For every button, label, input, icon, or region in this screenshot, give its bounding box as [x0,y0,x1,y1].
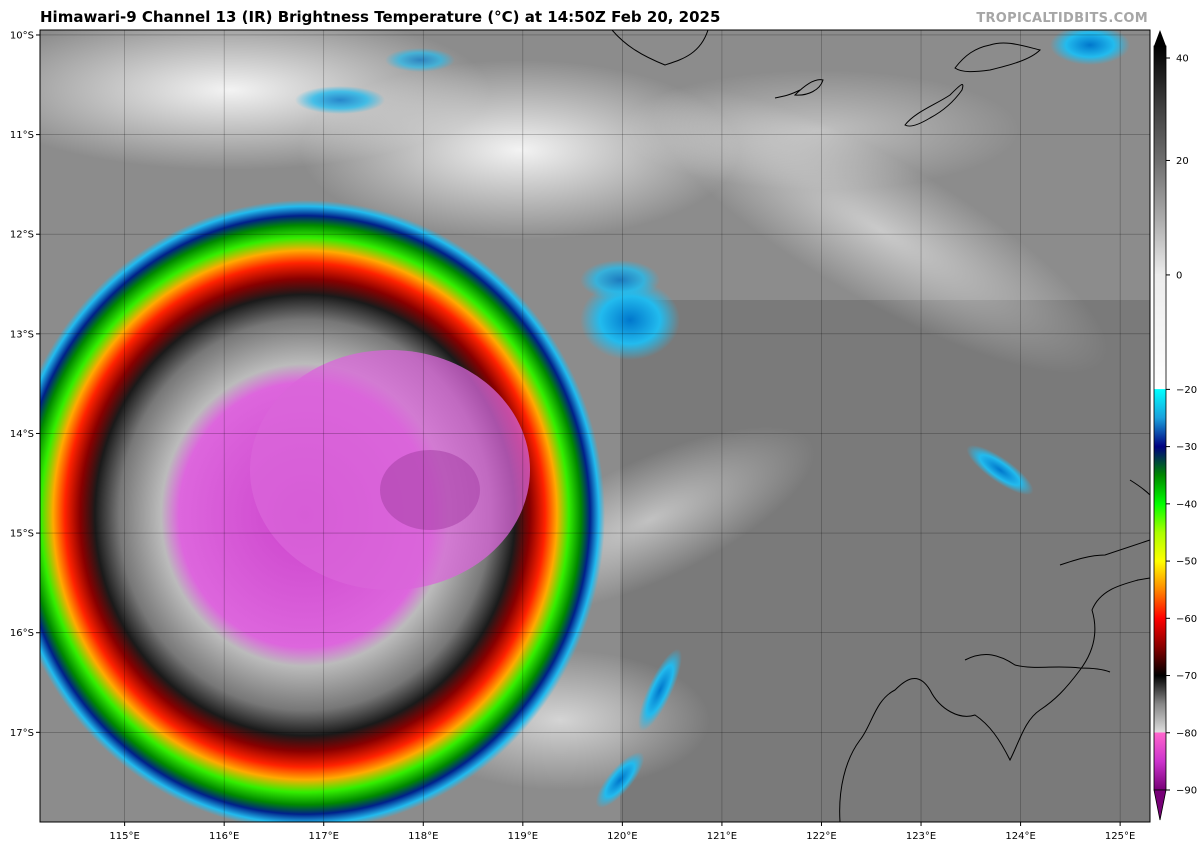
coastline-kimberley-north [1059,539,1150,566]
cyclone-core [380,450,480,530]
lat-tick-label: 14°S [10,429,34,440]
lon-tick-label: 124°E [1005,831,1035,842]
coastline-rote [904,84,964,127]
colorbar-tick-label: −60 [1176,614,1197,625]
lat-tick-label: 17°S [10,728,34,739]
coastline-cape-londonderry [1129,479,1150,496]
lat-tick-label: 13°S [10,329,34,340]
lon-tick-label: 116°E [209,831,239,842]
graticule [40,30,1150,822]
coastline-island-small [774,89,801,99]
coastline-kimberley-inlet [964,654,1111,673]
colorbar: 40 20 0 −20 −30 −40 −50 −60 −70 −80 −90 [1153,30,1197,821]
colorbar-tick-label: −30 [1176,442,1197,453]
colorbar-tick-label: −80 [1176,728,1197,739]
colorbar-tick-label: 40 [1176,54,1189,65]
lon-tick-label: 115°E [109,831,139,842]
colorbar-tick-label: −90 [1176,786,1197,797]
colorbar-scale [1153,45,1167,791]
rainband-south [638,648,682,732]
map-imagery [40,30,1150,822]
credit-text: TROPICALTIDBITS.COM [976,11,1148,26]
cloud-band-northeast [620,70,1020,190]
colorbar-tick-label: −50 [1176,557,1197,568]
lon-tick-label: 125°E [1105,831,1135,842]
lat-tick-label: 15°S [10,529,34,540]
colorbar-tick-label: 20 [1176,156,1189,167]
cloud-band-north [300,60,740,240]
map-title: Himawari-9 Channel 13 (IR) Brightness Te… [40,8,721,26]
graticule-longitudes [124,30,1121,822]
longitude-ticks: 115°E 116°E 117°E 118°E 119°E 120°E 121°E 122°E… [109,822,1135,842]
convective-cell-northeast [1050,30,1130,65]
lat-tick-label: 12°S [10,230,34,241]
lat-tick-label: 11°S [10,130,34,141]
lon-tick-label: 119°E [508,831,538,842]
latitude-ticks: 10°S 11°S 12°S 13°S 14°S 15°S 16°S 17°S [10,30,40,739]
convective-cell-east-2 [580,260,660,300]
colorbar-min-arrow [1153,789,1167,821]
lon-tick-label: 122°E [806,831,836,842]
graticule-latitudes [40,34,1150,733]
coastline-island-sawu [793,79,824,96]
lon-tick-label: 117°E [309,831,339,842]
map-frame [39,29,1151,823]
convective-cell-southeast [966,445,1034,495]
lon-tick-label: 118°E [408,831,438,842]
lat-tick-label: 16°S [10,628,34,639]
colorbar-tick-label: −70 [1176,671,1197,682]
coastlines [611,30,1150,822]
coastline-flores [611,30,709,66]
colorbar-max-arrow [1154,30,1166,46]
colorbar-tick-label: 0 [1176,270,1182,281]
lon-tick-label: 123°E [906,831,936,842]
lon-tick-label: 121°E [707,831,737,842]
rainband-south-2 [595,752,645,808]
colorbar-tick-label: −20 [1176,385,1197,396]
convective-cell-north-2 [385,48,455,72]
clear-region [620,300,1150,822]
lat-tick-label: 10°S [10,30,34,41]
coastline-kimberley [839,577,1150,822]
colorbar-tick-label: −40 [1176,499,1197,510]
lon-tick-label: 120°E [607,831,637,842]
colorbar-ticks: 40 20 0 −20 −30 −40 −50 −60 −70 −80 −90 [1166,54,1197,797]
convective-cell-east [580,280,680,360]
coastline-timor [954,42,1041,73]
convective-cell-north [295,86,385,114]
